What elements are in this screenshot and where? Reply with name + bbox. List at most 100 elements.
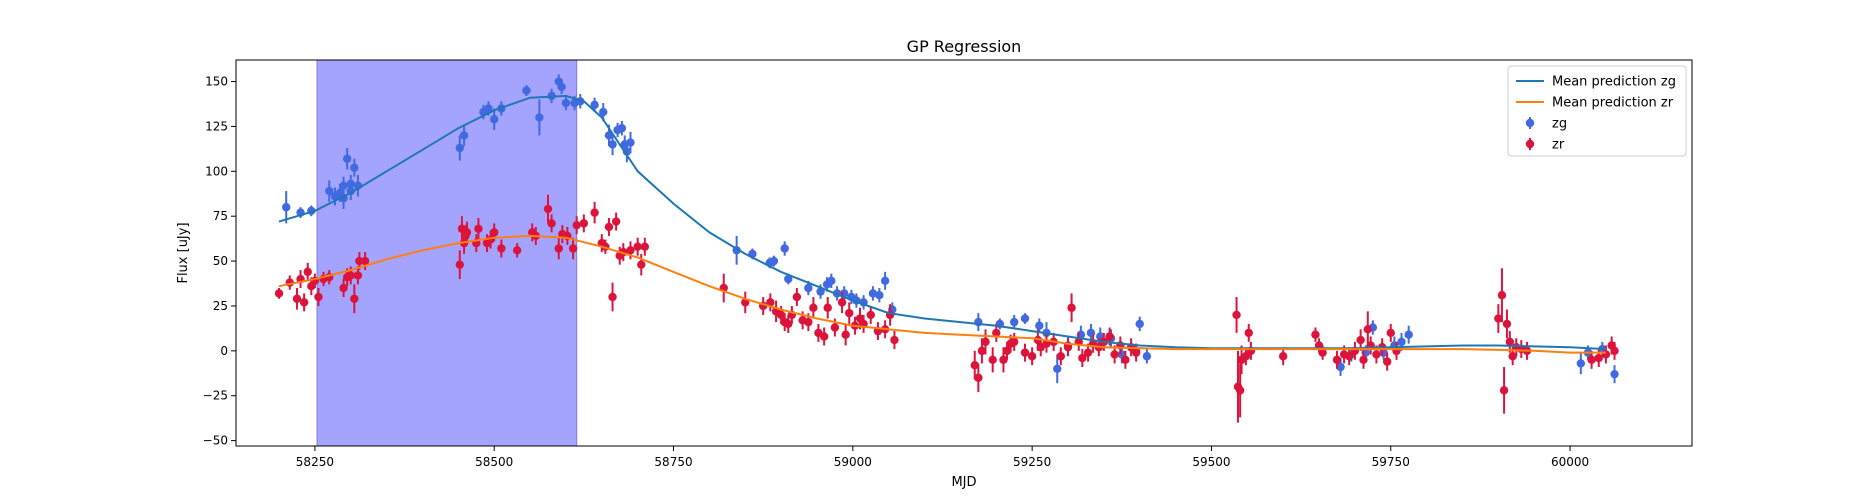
data-point-zr bbox=[292, 294, 302, 303]
data-point-zr bbox=[823, 303, 832, 312]
data-point-zr bbox=[866, 310, 875, 320]
data-point-zr bbox=[474, 224, 483, 233]
data-point-zr bbox=[490, 228, 499, 237]
data-point-zg bbox=[880, 276, 890, 286]
data-point-zr bbox=[1244, 328, 1253, 338]
data-point-zr bbox=[1318, 348, 1327, 357]
data-point-zg bbox=[1610, 369, 1619, 379]
data-point-zr bbox=[1359, 355, 1368, 365]
data-point-zr bbox=[1494, 314, 1503, 323]
y-tick-label: 75 bbox=[213, 209, 228, 223]
data-point-zr bbox=[355, 256, 364, 266]
data-point-zg bbox=[626, 138, 635, 147]
data-point-zr bbox=[350, 294, 359, 303]
data-point-zr bbox=[339, 283, 348, 293]
legend-entry-label: zr bbox=[1552, 138, 1565, 153]
x-tick-label: 60000 bbox=[1551, 455, 1589, 469]
data-point-zr bbox=[1131, 348, 1141, 357]
data-point-zr bbox=[977, 346, 987, 356]
y-axis-label: Flux [uJy] bbox=[176, 222, 191, 283]
data-point-zr bbox=[1121, 355, 1130, 365]
data-point-zg bbox=[827, 276, 836, 286]
data-point-zr bbox=[809, 303, 818, 312]
data-point-zg bbox=[1576, 359, 1586, 368]
data-point-zr bbox=[1497, 290, 1507, 300]
data-point-zr bbox=[1235, 386, 1245, 395]
data-point-zr bbox=[1078, 353, 1087, 363]
data-point-zr bbox=[974, 373, 983, 382]
data-point-zg bbox=[1020, 314, 1030, 323]
data-point-zg bbox=[617, 124, 627, 133]
data-point-zr bbox=[1241, 352, 1251, 361]
data-point-zr bbox=[1063, 343, 1073, 352]
data-point-zr bbox=[455, 260, 464, 269]
data-point-zr bbox=[981, 337, 990, 347]
data-point-zr bbox=[1002, 346, 1012, 356]
data-point-zr bbox=[1587, 355, 1596, 365]
mean-line-mean-prediction-zg bbox=[278, 94, 1606, 351]
data-point-zr bbox=[547, 219, 556, 228]
data-point-zg bbox=[868, 289, 878, 298]
data-point-zr bbox=[1083, 348, 1093, 357]
data-point-zr bbox=[626, 246, 635, 255]
legend-entry-label: Mean prediction zg bbox=[1552, 75, 1676, 90]
data-point-zr bbox=[611, 217, 621, 226]
data-point-zg bbox=[325, 186, 334, 196]
legend-box bbox=[1507, 65, 1687, 157]
data-point-zr bbox=[554, 244, 563, 253]
data-point-zr bbox=[999, 355, 1008, 365]
data-point-zr bbox=[590, 208, 599, 217]
x-tick-label: 59250 bbox=[1013, 455, 1051, 469]
data-point-zr bbox=[1311, 330, 1320, 339]
legend-swatch-point bbox=[1525, 118, 1535, 128]
x-tick-label: 58500 bbox=[475, 455, 513, 469]
data-point-zr bbox=[970, 361, 979, 370]
data-point-zr bbox=[841, 330, 850, 339]
data-point-zr bbox=[353, 271, 363, 280]
axes: 58250 58500 58750 59000 59250 59500 59750 60000… bbox=[203, 75, 1589, 469]
y-tick-label: 150 bbox=[205, 75, 228, 89]
x-tick-label: 59500 bbox=[1192, 455, 1230, 469]
data-point-zg bbox=[557, 82, 566, 92]
data-point-zr bbox=[792, 292, 802, 302]
data-point-zr bbox=[1027, 352, 1037, 361]
data-point-zr bbox=[804, 317, 813, 327]
data-point-zg bbox=[875, 290, 884, 300]
data-point-zr bbox=[837, 298, 847, 307]
data-point-zr bbox=[1505, 337, 1515, 347]
data-point-zg bbox=[784, 274, 793, 284]
data-point-zg bbox=[522, 86, 531, 95]
y-tick-label: 125 bbox=[205, 119, 228, 133]
data-point-zr bbox=[1020, 348, 1030, 357]
data-point-zr bbox=[637, 260, 646, 269]
data-point-zr bbox=[1067, 303, 1076, 312]
data-point-zr bbox=[766, 298, 775, 307]
y-tick-label: 0 bbox=[220, 344, 228, 358]
data-point-zr bbox=[640, 242, 650, 251]
y-tick-label: −50 bbox=[203, 434, 228, 448]
data-point-zr bbox=[1601, 350, 1611, 359]
data-point-zr bbox=[776, 310, 786, 320]
y-tick-label: 100 bbox=[205, 164, 228, 178]
legend-entry-label: Mean prediction zr bbox=[1552, 96, 1674, 111]
data-point-zg bbox=[350, 163, 359, 172]
data-point-zr bbox=[830, 323, 840, 332]
data-point-zg bbox=[339, 181, 348, 190]
data-point-zr bbox=[1010, 337, 1019, 347]
data-point-zg bbox=[1397, 337, 1406, 347]
data-point-zr bbox=[604, 222, 614, 232]
chart-title: GP Regression bbox=[907, 37, 1022, 56]
data-point-zg bbox=[1336, 362, 1345, 372]
data-point-zg bbox=[561, 98, 571, 108]
data-point-zr bbox=[988, 355, 997, 365]
data-point-zr bbox=[579, 219, 589, 228]
data-point-zr bbox=[1344, 352, 1354, 361]
data-point-zr bbox=[1232, 310, 1241, 320]
data-point-zg bbox=[1404, 330, 1413, 339]
data-point-zr bbox=[1594, 353, 1603, 363]
data-point-zr bbox=[1386, 328, 1395, 338]
data-point-zg bbox=[342, 154, 352, 163]
data-point-zr bbox=[992, 328, 1001, 338]
x-axis-label: MJD bbox=[951, 475, 976, 490]
